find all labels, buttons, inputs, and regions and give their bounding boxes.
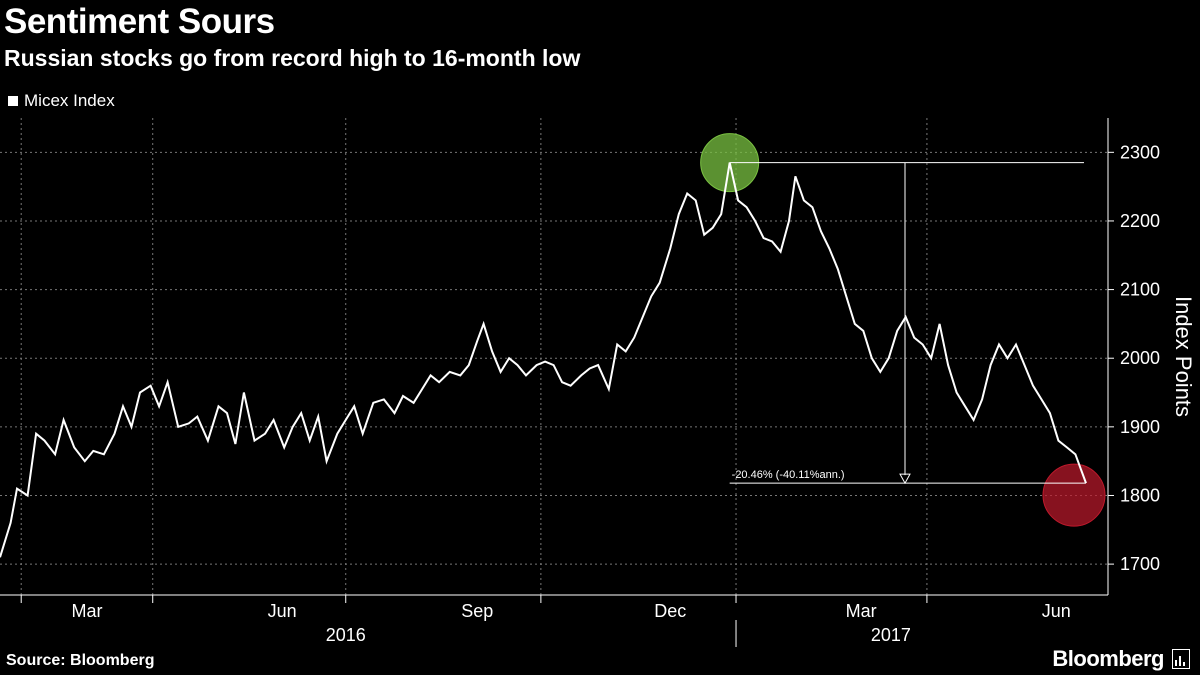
x-tick-label: Jun — [1042, 601, 1071, 621]
y-tick-label: 1800 — [1120, 485, 1160, 505]
grid — [0, 118, 1108, 595]
page-subtitle: Russian stocks go from record high to 16… — [4, 45, 581, 71]
legend: Micex Index — [8, 91, 115, 111]
y-axis: 1700 1800 1900 2000 2100 2200 2300 Index Points — [1107, 118, 1196, 595]
y-tick-label: 2300 — [1120, 142, 1160, 162]
x-tick-label: Mar — [846, 601, 877, 621]
annotations: -20.46% (-40.11%ann.) — [700, 133, 1106, 527]
low-marker — [1042, 463, 1106, 527]
x-axis: Mar Jun Sep Dec Mar Jun 2016 2017 — [0, 594, 1108, 647]
x-tick-label: Sep — [461, 601, 493, 621]
x-tick-label: Jun — [268, 601, 297, 621]
y-tick-label: 1900 — [1120, 417, 1160, 437]
source-note: Source: Bloomberg — [6, 652, 155, 669]
legend-label: Micex Index — [24, 91, 115, 110]
brand-logo: Bloomberg — [1052, 646, 1190, 672]
brand-wordmark: Bloomberg — [1052, 646, 1164, 671]
series-line-micex — [0, 162, 1087, 558]
y-axis-title: Index Points — [1171, 296, 1196, 417]
change-arrow-head — [899, 473, 911, 485]
bloomberg-chart-icon — [1172, 649, 1190, 669]
x-tick-label: Dec — [654, 601, 686, 621]
page-title: Sentiment Sours — [4, 2, 275, 41]
y-tick-label: 2000 — [1120, 348, 1160, 368]
x-tick-label: Mar — [71, 601, 102, 621]
change-label: -20.46% (-40.11%ann.) — [732, 469, 845, 481]
legend-swatch — [8, 96, 18, 106]
x-year-label: 2017 — [871, 625, 911, 645]
y-tick-label: 1700 — [1120, 554, 1160, 574]
y-tick-label: 2200 — [1120, 211, 1160, 231]
x-year-label: 2016 — [326, 625, 366, 645]
y-tick-label: 2100 — [1120, 280, 1160, 300]
